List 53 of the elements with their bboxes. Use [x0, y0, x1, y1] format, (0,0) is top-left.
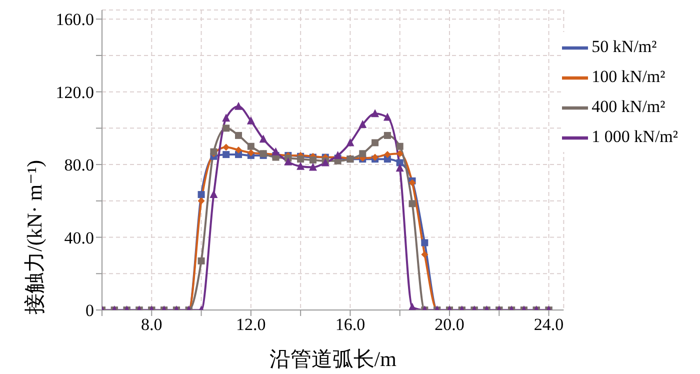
- point: [222, 114, 230, 122]
- point: [235, 146, 242, 154]
- x-tick-label: 20.0: [434, 315, 464, 334]
- point: [247, 142, 254, 150]
- point: [259, 134, 268, 143]
- point: [359, 150, 366, 158]
- point: [384, 151, 391, 158]
- point: [246, 116, 255, 124]
- point: [198, 191, 205, 198]
- point: [383, 112, 392, 121]
- legend-label: 1 000 kN/m²: [592, 127, 678, 146]
- point: [222, 144, 230, 151]
- legend-label: 100 kN/m²: [592, 67, 666, 86]
- y-axis-title: 接触力/(kN· m⁻¹): [22, 160, 46, 314]
- point: [234, 102, 243, 110]
- point: [396, 159, 404, 166]
- point: [384, 132, 391, 139]
- point: [296, 162, 305, 170]
- point: [396, 164, 404, 172]
- point: [198, 257, 205, 264]
- point: [421, 239, 428, 246]
- x-tick-label: 24.0: [534, 315, 564, 334]
- point: [272, 147, 280, 156]
- y-tick-label: 80.0: [64, 156, 94, 175]
- y-tick-label: 120.0: [56, 82, 94, 102]
- point: [284, 157, 292, 166]
- point: [346, 138, 354, 146]
- x-tick-label: 16.0: [335, 315, 366, 334]
- x-tick-label: 8.0: [141, 315, 162, 334]
- point: [210, 190, 218, 198]
- point: [222, 151, 230, 158]
- point: [235, 132, 242, 139]
- point: [421, 251, 428, 258]
- y-tick-label: 160.0: [56, 10, 94, 30]
- x-axis-title: 沿管道弧长/m: [269, 347, 396, 371]
- y-tick-label: 40.0: [64, 228, 94, 248]
- point: [358, 120, 367, 128]
- point: [372, 139, 379, 146]
- y-tick-label: 0: [86, 301, 94, 320]
- point: [396, 142, 404, 150]
- point: [297, 156, 304, 163]
- point: [247, 149, 254, 156]
- point: [308, 162, 317, 171]
- point: [371, 109, 380, 118]
- x-tick-label: 12.0: [236, 315, 266, 334]
- point: [309, 156, 316, 164]
- point: [408, 302, 416, 310]
- point: [222, 124, 230, 132]
- point: [198, 197, 205, 204]
- legend-label: 400 kN/m²: [592, 97, 666, 116]
- legend-label: 50 kN/m²: [592, 37, 657, 56]
- point: [408, 200, 416, 208]
- point: [396, 150, 404, 158]
